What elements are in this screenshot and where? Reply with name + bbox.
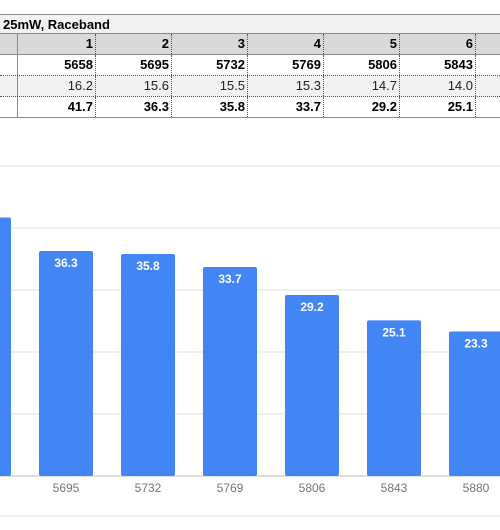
table-cell[interactable]: 15.6 [96, 76, 172, 96]
x-tick-label: 5732 [135, 481, 162, 495]
table-cell[interactable]: 14.0 [400, 76, 476, 96]
table-cell[interactable]: 5843 [400, 55, 476, 75]
channel-header-cell[interactable]: 3 [172, 34, 248, 54]
table-cell[interactable]: 16.2 [18, 76, 96, 96]
channel-header-cell[interactable]: 6 [400, 34, 476, 54]
x-tick-label: 5843 [381, 481, 408, 495]
row-stub [0, 34, 18, 54]
bar-chart: 36.3 5695 35.8 5732 33.7 5769 29.2 5806 25.1 5843… [0, 121, 500, 530]
channel-header-cell[interactable]: 5 [324, 34, 400, 54]
row-stub [0, 55, 18, 75]
x-tick-label: 5769 [217, 481, 244, 495]
spreadsheet-table: 25mW, Raceband 1 2 3 4 5 6 5658 5695 573… [0, 0, 500, 121]
table-cell[interactable]: 25.1 [400, 97, 476, 117]
row-stub [0, 97, 18, 117]
table-title: 25mW, Raceband [3, 17, 110, 32]
bar-value-label: 25.1 [382, 325, 406, 339]
channel-header-row: 1 2 3 4 5 6 [0, 34, 500, 55]
bar [39, 250, 93, 476]
bar [121, 254, 175, 476]
bar-value-label: 36.3 [54, 256, 78, 270]
table-cell[interactable]: 15.3 [248, 76, 324, 96]
bar-value-label: 29.2 [300, 300, 324, 314]
table-cell[interactable]: 5732 [172, 55, 248, 75]
bar [203, 267, 257, 476]
table-title-bar: 25mW, Raceband [0, 14, 500, 34]
channel-header-cell[interactable]: 2 [96, 34, 172, 54]
table-row: 16.2 15.6 15.5 15.3 14.7 14.0 [0, 76, 500, 97]
table-row: 41.7 36.3 35.8 33.7 29.2 25.1 [0, 97, 500, 118]
table-row: 5658 5695 5732 5769 5806 5843 [0, 55, 500, 76]
table-cell[interactable]: 5769 [248, 55, 324, 75]
bar-value-label: 33.7 [218, 272, 242, 286]
bar [285, 294, 339, 476]
table-cell[interactable]: 36.3 [96, 97, 172, 117]
channel-header-cell[interactable]: 1 [18, 34, 96, 54]
table-cell[interactable]: 41.7 [18, 97, 96, 117]
table-cell[interactable]: 5806 [324, 55, 400, 75]
table-cell[interactable]: 35.8 [172, 97, 248, 117]
bar-chart-svg: 36.3 5695 35.8 5732 33.7 5769 29.2 5806 25.1 5843… [0, 165, 500, 517]
bar-value-label: 23.3 [464, 337, 488, 351]
bar [449, 331, 500, 476]
table-cell[interactable]: 33.7 [248, 97, 324, 117]
row-stub [0, 76, 18, 96]
x-tick-label: 5880 [463, 481, 490, 495]
table-cell[interactable]: 29.2 [324, 97, 400, 117]
table-cell[interactable]: 5658 [18, 55, 96, 75]
bar [367, 320, 421, 476]
bar-value-label: 35.8 [136, 259, 160, 273]
x-tick-label: 5695 [53, 481, 80, 495]
bar-partial [0, 217, 11, 476]
channel-header-cell[interactable]: 4 [248, 34, 324, 54]
table-cell[interactable]: 5695 [96, 55, 172, 75]
table-cell[interactable]: 15.5 [172, 76, 248, 96]
x-tick-label: 5806 [299, 481, 326, 495]
table-cell[interactable]: 14.7 [324, 76, 400, 96]
